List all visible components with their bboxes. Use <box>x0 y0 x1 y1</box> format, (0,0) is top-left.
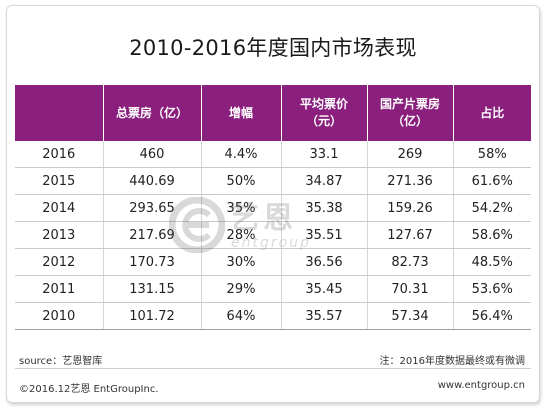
cell-domestic-box-office: 269 <box>366 141 453 168</box>
cell-year: 2015 <box>15 167 103 195</box>
table-row: 2012 170.73 30% 36.56 82.73 48.5% <box>15 248 531 276</box>
cell-avg-price: 33.1 <box>280 141 367 168</box>
table-row: 2010 101.72 64% 35.57 57.34 56.4% <box>15 302 531 330</box>
cell-share: 58% <box>452 141 531 168</box>
website-link[interactable]: www.entgroup.cn <box>437 380 525 391</box>
cell-avg-price: 36.56 <box>280 248 367 276</box>
cell-avg-price: 35.45 <box>280 275 367 303</box>
cell-growth: 50% <box>200 167 281 195</box>
source-note: source：艺恩智库 <box>19 356 103 367</box>
footer-divider <box>15 368 531 369</box>
cell-domestic-box-office: 82.73 <box>366 248 453 276</box>
data-table: 总票房（亿） 增幅 平均票价 （元） 国产片票房 （亿） 占比 2016 460 4… <box>15 85 531 330</box>
cell-growth: 29% <box>200 275 281 303</box>
cell-share: 48.5% <box>452 248 531 276</box>
cell-avg-price: 34.87 <box>280 167 367 195</box>
card: 2010-2016年度国内市场表现 总票房（亿） 增幅 平均票价 （元） 国产片票… <box>6 5 540 403</box>
cell-year: 2010 <box>15 302 103 330</box>
header-cell: 国产片票房 （亿） <box>366 85 453 141</box>
cell-growth: 4.4% <box>200 141 281 168</box>
cell-year: 2013 <box>15 221 103 249</box>
chart-title: 2010-2016年度国内市场表现 <box>129 36 417 60</box>
table-row: 2016 460 4.4% 33.1 269 58% <box>15 141 531 168</box>
cell-year: 2014 <box>15 194 103 222</box>
cell-year: 2012 <box>15 248 103 276</box>
table-row: 2015 440.69 50% 34.87 271.36 61.6% <box>15 167 531 195</box>
cell-box-office: 131.15 <box>102 275 201 303</box>
cell-domestic-box-office: 159.26 <box>366 194 453 222</box>
cell-avg-price: 35.51 <box>280 221 367 249</box>
cell-avg-price: 35.57 <box>280 302 367 330</box>
cell-box-office: 460 <box>102 141 201 168</box>
cell-growth: 30% <box>200 248 281 276</box>
cell-domestic-box-office: 271.36 <box>366 167 453 195</box>
cell-box-office: 293.65 <box>102 194 201 222</box>
header-cell: 占比 <box>452 85 531 141</box>
cell-share: 61.6% <box>452 167 531 195</box>
cell-box-office: 101.72 <box>102 302 201 330</box>
copyright: ©2016.12艺恩 EntGroupInc. <box>19 384 159 395</box>
cell-share: 54.2% <box>452 194 531 222</box>
table-header-row: 总票房（亿） 增幅 平均票价 （元） 国产片票房 （亿） 占比 <box>15 85 531 141</box>
table-row: 2011 131.15 29% 35.45 70.31 53.6% <box>15 275 531 303</box>
cell-domestic-box-office: 127.67 <box>366 221 453 249</box>
cell-box-office: 170.73 <box>102 248 201 276</box>
header-cell <box>15 85 103 141</box>
cell-box-office: 217.69 <box>102 221 201 249</box>
cell-growth: 64% <box>200 302 281 330</box>
cell-share: 58.6% <box>452 221 531 249</box>
cell-share: 53.6% <box>452 275 531 303</box>
cell-growth: 28% <box>200 221 281 249</box>
cell-year: 2016 <box>15 141 103 168</box>
cell-domestic-box-office: 57.34 <box>366 302 453 330</box>
header-cell: 平均票价 （元） <box>280 85 367 141</box>
cell-avg-price: 35.38 <box>280 194 367 222</box>
cell-domestic-box-office: 70.31 <box>366 275 453 303</box>
header-cell: 总票房（亿） <box>102 85 201 141</box>
cell-share: 56.4% <box>452 302 531 330</box>
cell-box-office: 440.69 <box>102 167 201 195</box>
header-cell: 增幅 <box>200 85 281 141</box>
table-row: 2014 293.65 35% 35.38 159.26 54.2% <box>15 194 531 222</box>
data-note: 注：2016年度数据最终或有微调 <box>379 356 525 367</box>
cell-growth: 35% <box>200 194 281 222</box>
table-row: 2013 217.69 28% 35.51 127.67 58.6% <box>15 221 531 249</box>
cell-year: 2011 <box>15 275 103 303</box>
